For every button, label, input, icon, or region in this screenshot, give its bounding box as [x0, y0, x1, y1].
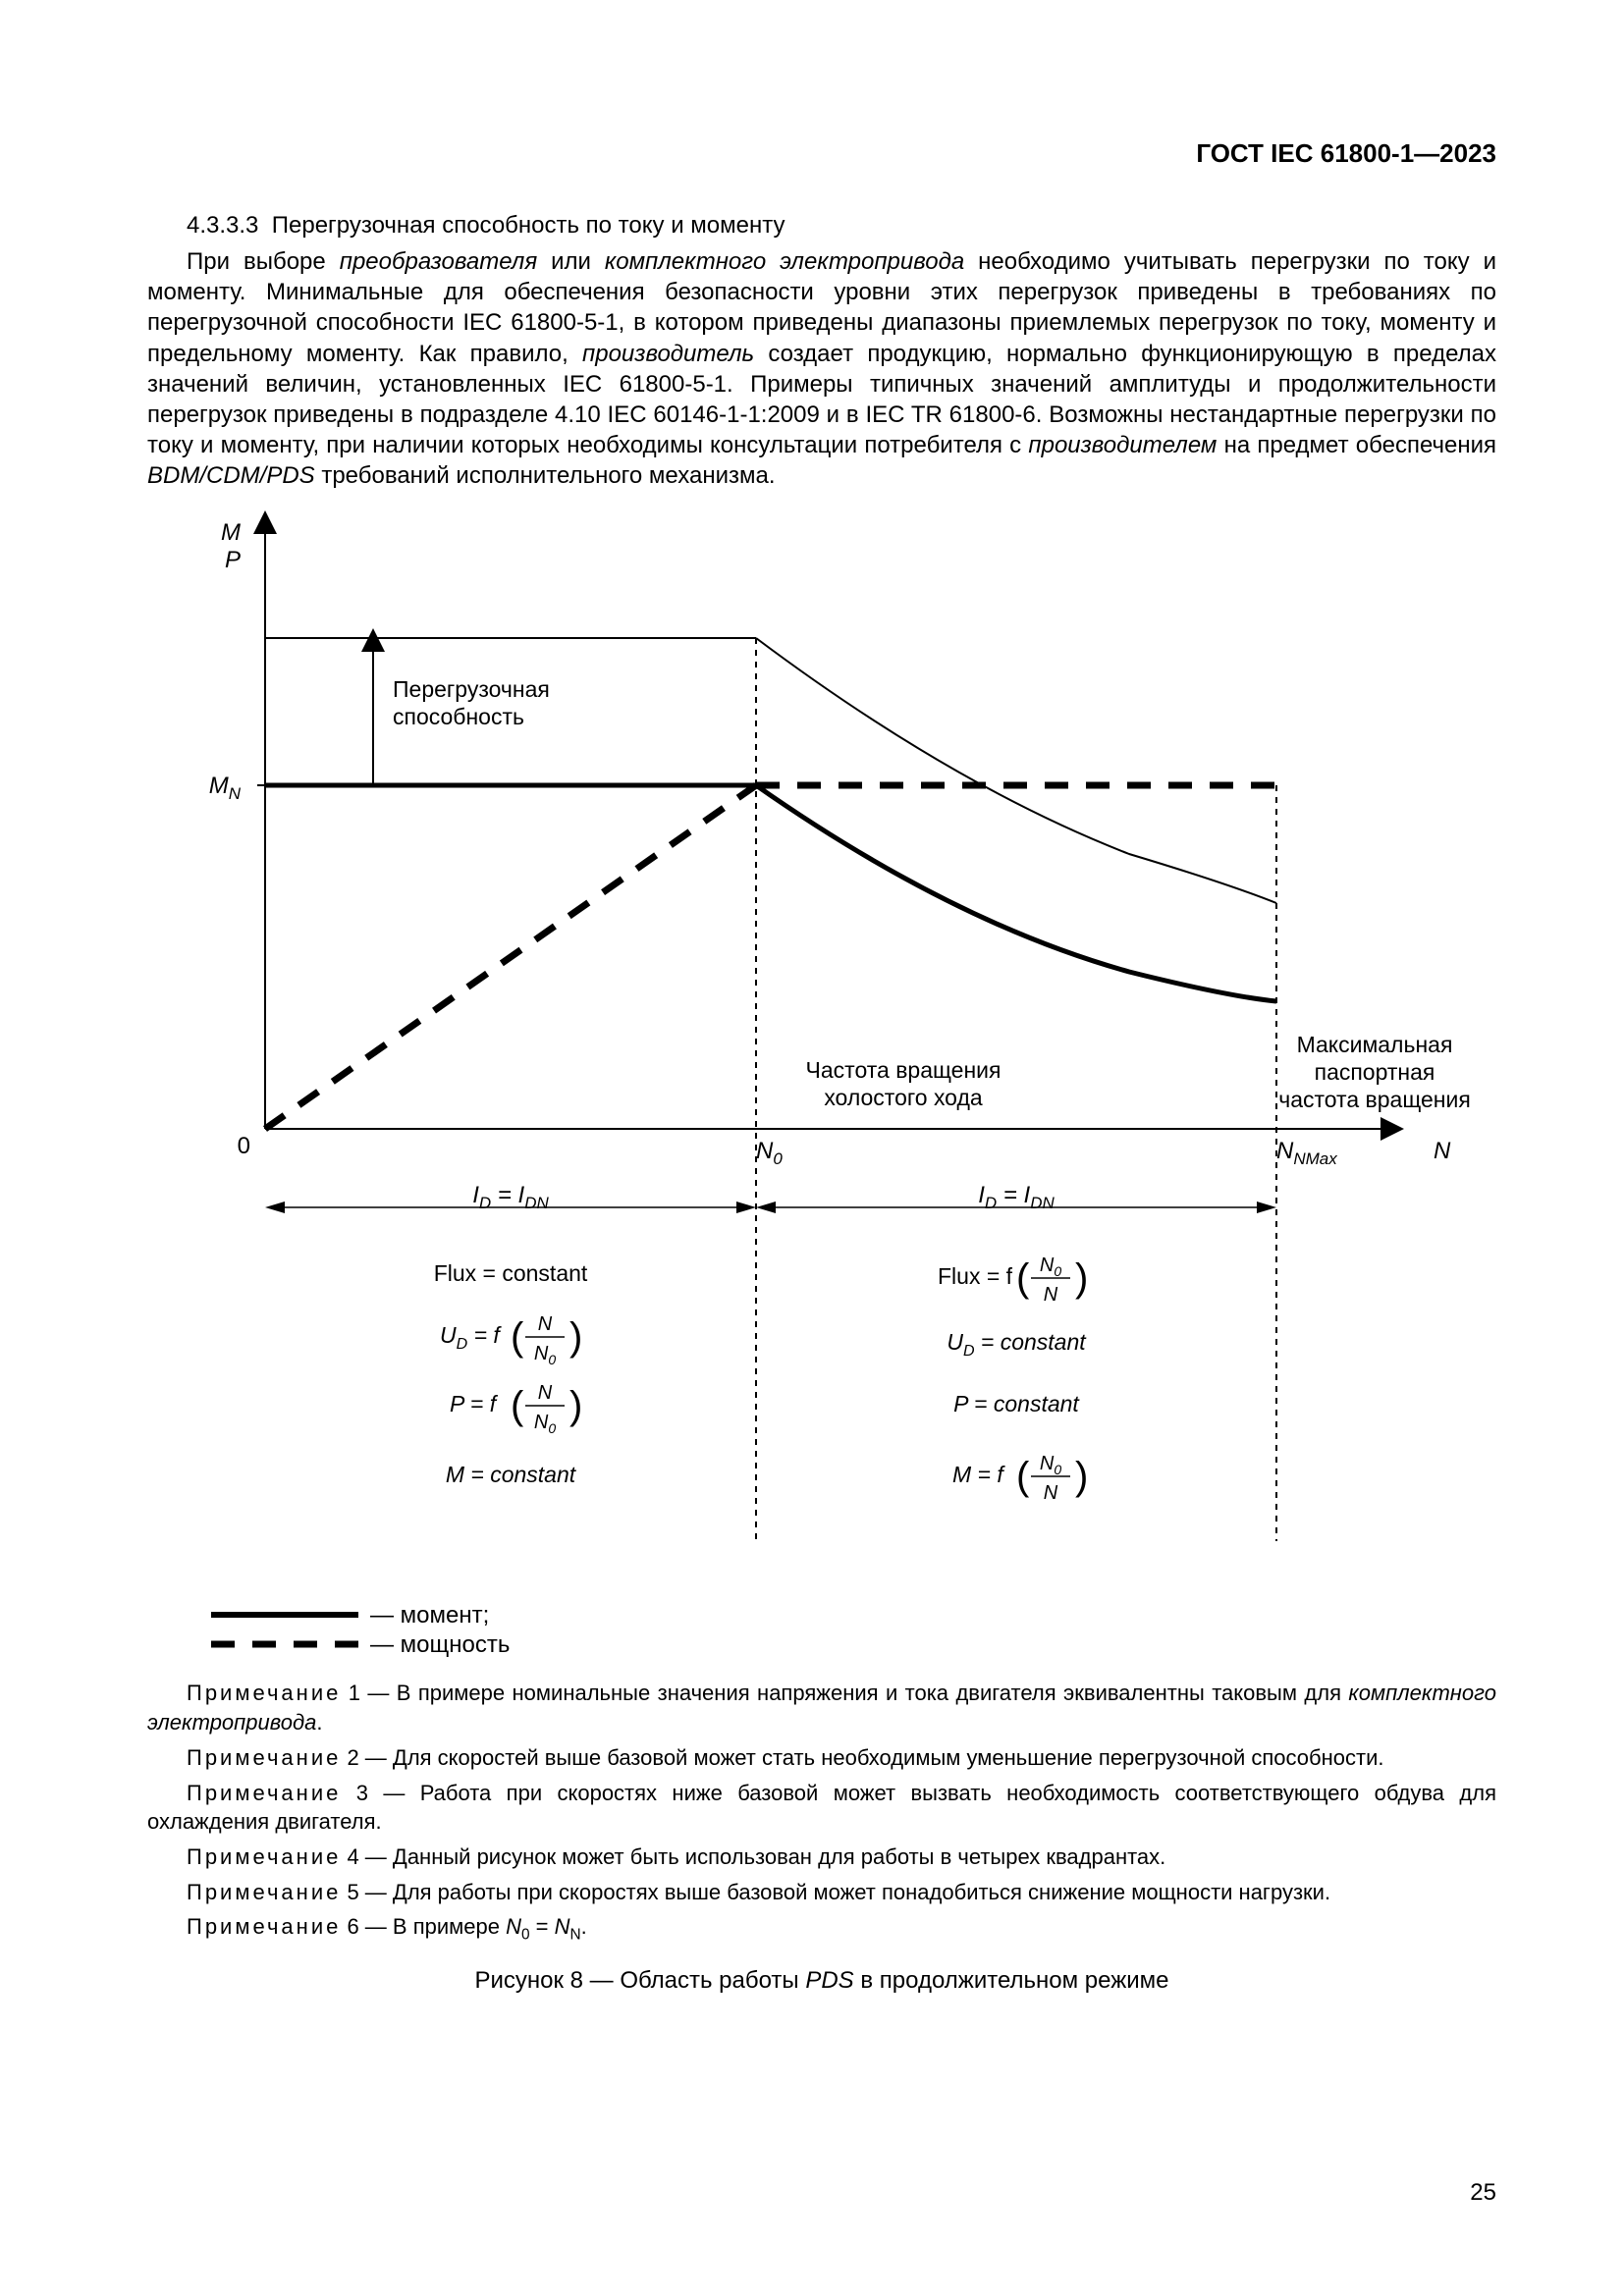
max-label-3: частота вращения	[1278, 1087, 1471, 1112]
legend-moment-label: — момент;	[370, 1600, 489, 1630]
svg-text:N0: N0	[1040, 1453, 1061, 1477]
overload-decay	[756, 638, 1276, 903]
section-para-1: При выборе преобразователя или комплектн…	[147, 246, 1496, 492]
eq-right-header: ID = IDN	[978, 1182, 1055, 1212]
svg-text:N: N	[538, 1313, 553, 1335]
figure-svg: M P MN 0 Перегрузочная способность Часто…	[147, 510, 1496, 1590]
svg-text:N: N	[1044, 1482, 1058, 1504]
legend-power: — мощность	[211, 1629, 1496, 1659]
page: ГОСТ IEC 61800-1—2023 4.3.3.3 Перегрузоч…	[0, 0, 1624, 2296]
idle-label-1: Частота вращения	[806, 1057, 1001, 1083]
text: требований исполнительного механизма.	[315, 462, 776, 489]
notes-block: Примечание 1 — В примере номинальные зна…	[147, 1679, 1496, 1946]
svg-text:N: N	[1044, 1284, 1058, 1306]
note-2: Примечание 2 — Для скоростей выше базово…	[147, 1743, 1496, 1773]
svg-text:(: (	[511, 1384, 524, 1427]
svg-text:N0: N0	[1040, 1255, 1061, 1279]
eq-left-header: ID = IDN	[472, 1182, 549, 1212]
section-number: 4.3.3.3	[187, 212, 258, 239]
y-label-M: M	[221, 519, 241, 546]
figure-8: M P MN 0 Перегрузочная способность Часто…	[147, 510, 1496, 1590]
legend-power-label: — мощность	[370, 1629, 510, 1660]
note-3: Примечание 3 — Работа при скоростях ниже…	[147, 1779, 1496, 1837]
em: BDM/CDM/PDS	[147, 462, 315, 489]
svg-text:): )	[1075, 1256, 1088, 1300]
n-axis-label: N	[1434, 1138, 1451, 1164]
note-4: Примечание 4 — Данный рисунок может быть…	[147, 1842, 1496, 1872]
doc-header: ГОСТ IEC 61800-1—2023	[147, 137, 1496, 171]
svg-text:): )	[1075, 1455, 1088, 1498]
eq-r3: P = constant	[953, 1391, 1080, 1416]
section-title: Перегрузочная способность по току и моме…	[272, 212, 785, 239]
em: преобразователя	[340, 248, 537, 275]
svg-text:N0: N0	[534, 1412, 556, 1436]
em: комплектного электропривода	[605, 248, 964, 275]
em: производитель	[582, 341, 754, 367]
svg-text:): )	[569, 1315, 582, 1359]
eq-r1: Flux = f ( ) N0 N	[938, 1255, 1088, 1306]
origin-label: 0	[238, 1133, 250, 1159]
svg-text:N: N	[538, 1382, 553, 1404]
max-label-2: паспортная	[1315, 1059, 1435, 1085]
page-number: 25	[1470, 2177, 1496, 2208]
eq-l4: M = constant	[446, 1462, 577, 1487]
idle-label-2: холостого хода	[824, 1085, 983, 1110]
svg-text:(: (	[1016, 1256, 1030, 1300]
svg-text:(: (	[1016, 1455, 1030, 1498]
n0-label: N0	[756, 1138, 783, 1168]
torque-decay	[756, 785, 1276, 1001]
svg-text:Flux = f: Flux = f	[938, 1263, 1013, 1289]
overload-label-1: Перегрузочная	[393, 676, 550, 702]
note-6: Примечание 6 — В примере N0 = NN.	[147, 1912, 1496, 1946]
eq-l1: Flux = constant	[434, 1260, 588, 1286]
max-label-1: Максимальная	[1297, 1032, 1453, 1057]
svg-text:): )	[569, 1384, 582, 1427]
svg-text:UD = f: UD = f	[440, 1322, 502, 1353]
legend-moment: — момент;	[211, 1600, 1496, 1629]
svg-text:(: (	[511, 1315, 524, 1359]
y-label-P: P	[225, 547, 241, 573]
nnmax-label: NNMax	[1276, 1138, 1337, 1168]
text: на предмет обеспечения	[1217, 432, 1496, 458]
power-ramp	[265, 785, 756, 1129]
eq-r4: M = f ( ) N0 N	[952, 1453, 1088, 1504]
svg-text:P = f: P = f	[450, 1391, 499, 1416]
eq-r2: UD = constant	[947, 1329, 1087, 1360]
text: или	[537, 248, 605, 275]
text: При выборе	[187, 248, 340, 275]
svg-text:M = f: M = f	[952, 1462, 1005, 1487]
note-5: Примечание 5 — Для работы при скоростях …	[147, 1878, 1496, 1907]
eq-l3: P = f ( ) N N0	[450, 1382, 582, 1436]
figure-legend: — момент; — мощность	[211, 1600, 1496, 1659]
mn-label: MN	[209, 773, 242, 803]
svg-text:N0: N0	[534, 1343, 556, 1367]
em: производителем	[1028, 432, 1217, 458]
eq-l2: UD = f ( ) N N0	[440, 1313, 582, 1367]
overload-label-2: способность	[393, 704, 524, 729]
section-heading: 4.3.3.3 Перегрузочная способность по ток…	[147, 210, 1496, 240]
figure-caption: Рисунок 8 — Область работы PDS в продолж…	[147, 1965, 1496, 1996]
note-1: Примечание 1 — В примере номинальные зна…	[147, 1679, 1496, 1736]
